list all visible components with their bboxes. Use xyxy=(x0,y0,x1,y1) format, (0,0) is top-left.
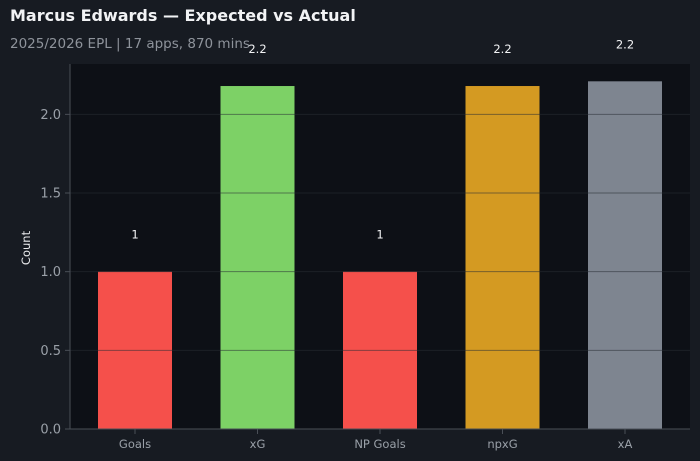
y-axis-ticks: 0.0 0.5 1.0 1.5 2.0 xyxy=(40,108,70,438)
x-axis-ticks: Goals xG NP Goals npxG xA xyxy=(119,429,633,451)
chart-title: Marcus Edwards — Expected vs Actual xyxy=(10,6,356,25)
x-tick-label: xG xyxy=(250,437,266,451)
data-label: 2.2 xyxy=(616,37,634,51)
data-label: 1 xyxy=(131,228,138,242)
y-tick-label: 0.0 xyxy=(40,423,61,438)
bar-xa xyxy=(588,81,662,430)
chart-subtitle: 2025/2026 EPL | 17 apps, 870 mins xyxy=(10,36,250,52)
data-label: 2.2 xyxy=(493,42,511,56)
data-label: 1 xyxy=(376,228,383,242)
x-tick-label: npxG xyxy=(487,437,517,451)
y-tick-label: 1.5 xyxy=(40,187,61,202)
y-axis-label: Count xyxy=(19,230,33,265)
y-tick-label: 1.0 xyxy=(40,265,61,280)
bar-npxg xyxy=(465,86,540,429)
y-tick-label: 0.5 xyxy=(40,344,61,359)
x-tick-label: Goals xyxy=(119,437,151,451)
data-label: 2.2 xyxy=(248,42,266,56)
data-labels: 1 2.2 1 2.2 2.2 xyxy=(131,37,634,241)
bar-xg xyxy=(220,86,295,429)
x-tick-label: NP Goals xyxy=(354,437,405,451)
y-tick-label: 2.0 xyxy=(40,108,61,123)
x-tick-label: xA xyxy=(618,437,633,451)
